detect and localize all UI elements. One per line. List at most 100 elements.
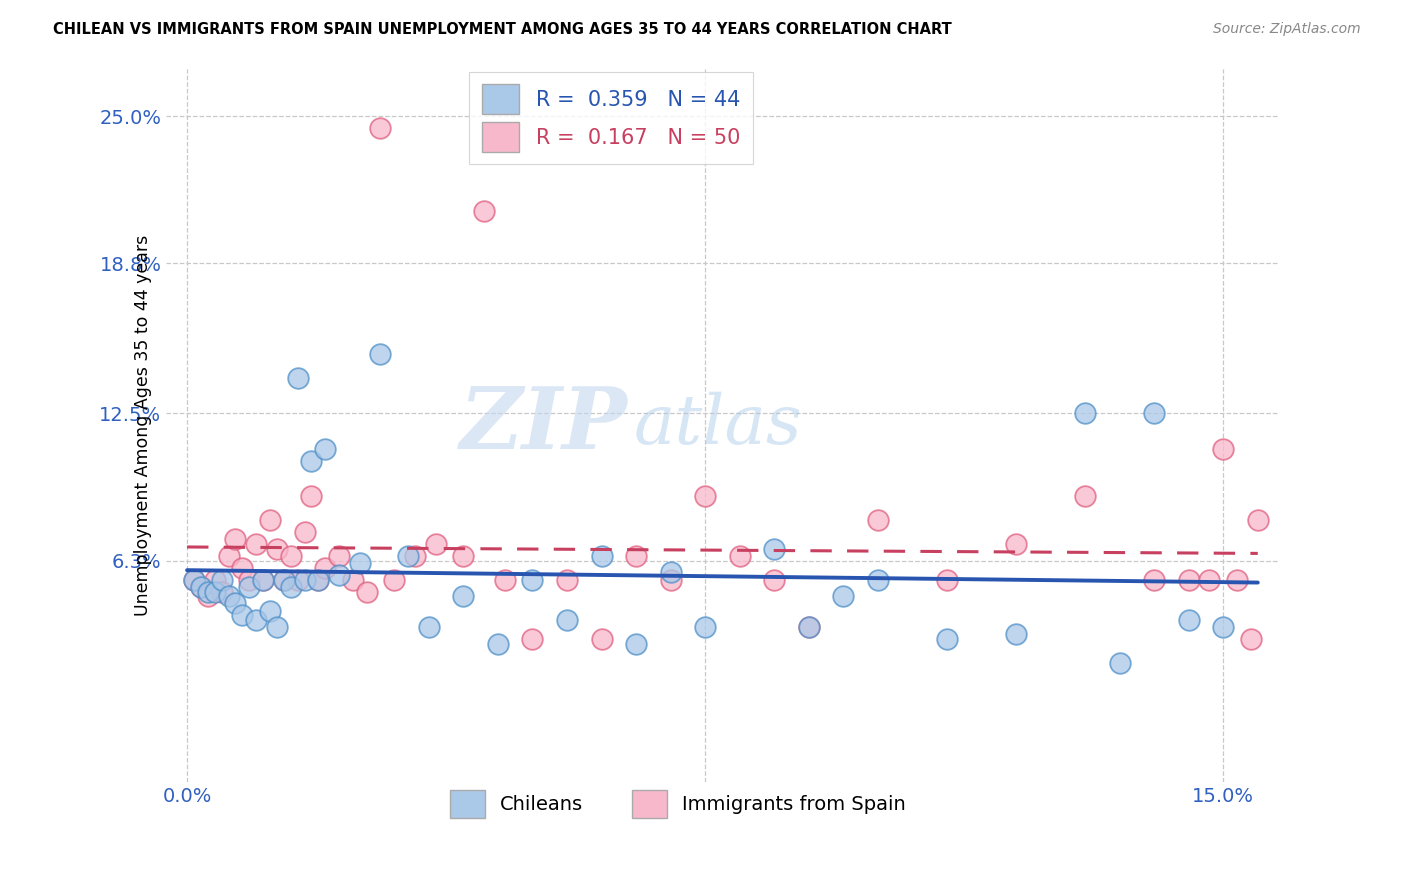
Point <box>245 613 267 627</box>
Point <box>1247 513 1270 527</box>
Point <box>659 573 682 587</box>
Point <box>1074 406 1097 420</box>
Point <box>370 120 392 135</box>
Text: atlas: atlas <box>634 392 801 458</box>
Point <box>266 620 288 634</box>
Point <box>418 620 440 634</box>
Point <box>183 573 205 587</box>
Legend: Chileans, Immigrants from Spain: Chileans, Immigrants from Spain <box>441 782 914 825</box>
Point <box>522 632 544 646</box>
Point <box>797 620 820 634</box>
Point <box>266 541 288 556</box>
Point <box>204 573 226 587</box>
Point <box>224 596 246 610</box>
Text: Source: ZipAtlas.com: Source: ZipAtlas.com <box>1213 22 1361 37</box>
Point <box>299 490 322 504</box>
Point <box>797 620 820 634</box>
Point <box>252 573 274 587</box>
Point <box>763 541 786 556</box>
Point <box>624 637 647 651</box>
Point <box>218 589 240 603</box>
Point <box>624 549 647 563</box>
Text: ZIP: ZIP <box>460 384 628 467</box>
Point <box>211 573 233 587</box>
Point <box>307 573 329 587</box>
Point <box>280 549 302 563</box>
Point <box>1005 537 1028 551</box>
Point <box>591 632 613 646</box>
Point <box>294 525 316 540</box>
Point <box>1226 573 1249 587</box>
Point <box>1177 573 1199 587</box>
Point <box>453 549 475 563</box>
Point <box>231 560 253 574</box>
Point <box>866 513 889 527</box>
Point <box>555 613 578 627</box>
Point <box>349 556 371 570</box>
Point <box>494 573 516 587</box>
Point <box>695 490 717 504</box>
Point <box>1005 627 1028 641</box>
Point <box>211 584 233 599</box>
Point <box>287 370 309 384</box>
Point <box>328 567 350 582</box>
Point <box>259 603 281 617</box>
Point <box>252 573 274 587</box>
Point <box>591 549 613 563</box>
Point <box>486 637 509 651</box>
Point <box>453 589 475 603</box>
Point <box>659 566 682 580</box>
Point <box>342 573 364 587</box>
Point <box>328 549 350 563</box>
Point <box>259 513 281 527</box>
Point <box>273 573 295 587</box>
Point <box>356 584 378 599</box>
Point <box>404 549 426 563</box>
Point <box>425 537 447 551</box>
Point <box>370 347 392 361</box>
Point <box>1198 573 1220 587</box>
Point <box>287 573 309 587</box>
Point <box>1143 573 1166 587</box>
Point <box>238 573 260 587</box>
Point <box>866 573 889 587</box>
Point <box>728 549 751 563</box>
Point <box>763 573 786 587</box>
Point <box>382 573 405 587</box>
Point <box>314 560 336 574</box>
Point <box>1143 406 1166 420</box>
Point <box>472 204 495 219</box>
Point <box>238 580 260 594</box>
Point <box>1177 613 1199 627</box>
Point <box>1212 442 1234 456</box>
Point <box>307 573 329 587</box>
Point <box>935 632 957 646</box>
Point <box>294 573 316 587</box>
Point <box>1108 656 1130 670</box>
Point <box>190 580 212 594</box>
Point <box>1074 490 1097 504</box>
Y-axis label: Unemployment Among Ages 35 to 44 years: Unemployment Among Ages 35 to 44 years <box>135 235 152 615</box>
Point <box>204 584 226 599</box>
Point <box>695 620 717 634</box>
Point <box>245 537 267 551</box>
Point <box>522 573 544 587</box>
Point <box>396 549 419 563</box>
Point <box>280 580 302 594</box>
Point <box>218 549 240 563</box>
Point <box>190 580 212 594</box>
Point <box>832 589 855 603</box>
Point <box>273 573 295 587</box>
Point <box>1212 620 1234 634</box>
Point <box>555 573 578 587</box>
Point <box>224 532 246 546</box>
Point <box>183 573 205 587</box>
Point <box>1240 632 1263 646</box>
Point <box>197 589 219 603</box>
Point <box>197 584 219 599</box>
Text: CHILEAN VS IMMIGRANTS FROM SPAIN UNEMPLOYMENT AMONG AGES 35 TO 44 YEARS CORRELAT: CHILEAN VS IMMIGRANTS FROM SPAIN UNEMPLO… <box>53 22 952 37</box>
Point <box>231 608 253 623</box>
Point <box>299 454 322 468</box>
Point <box>935 573 957 587</box>
Point <box>314 442 336 456</box>
